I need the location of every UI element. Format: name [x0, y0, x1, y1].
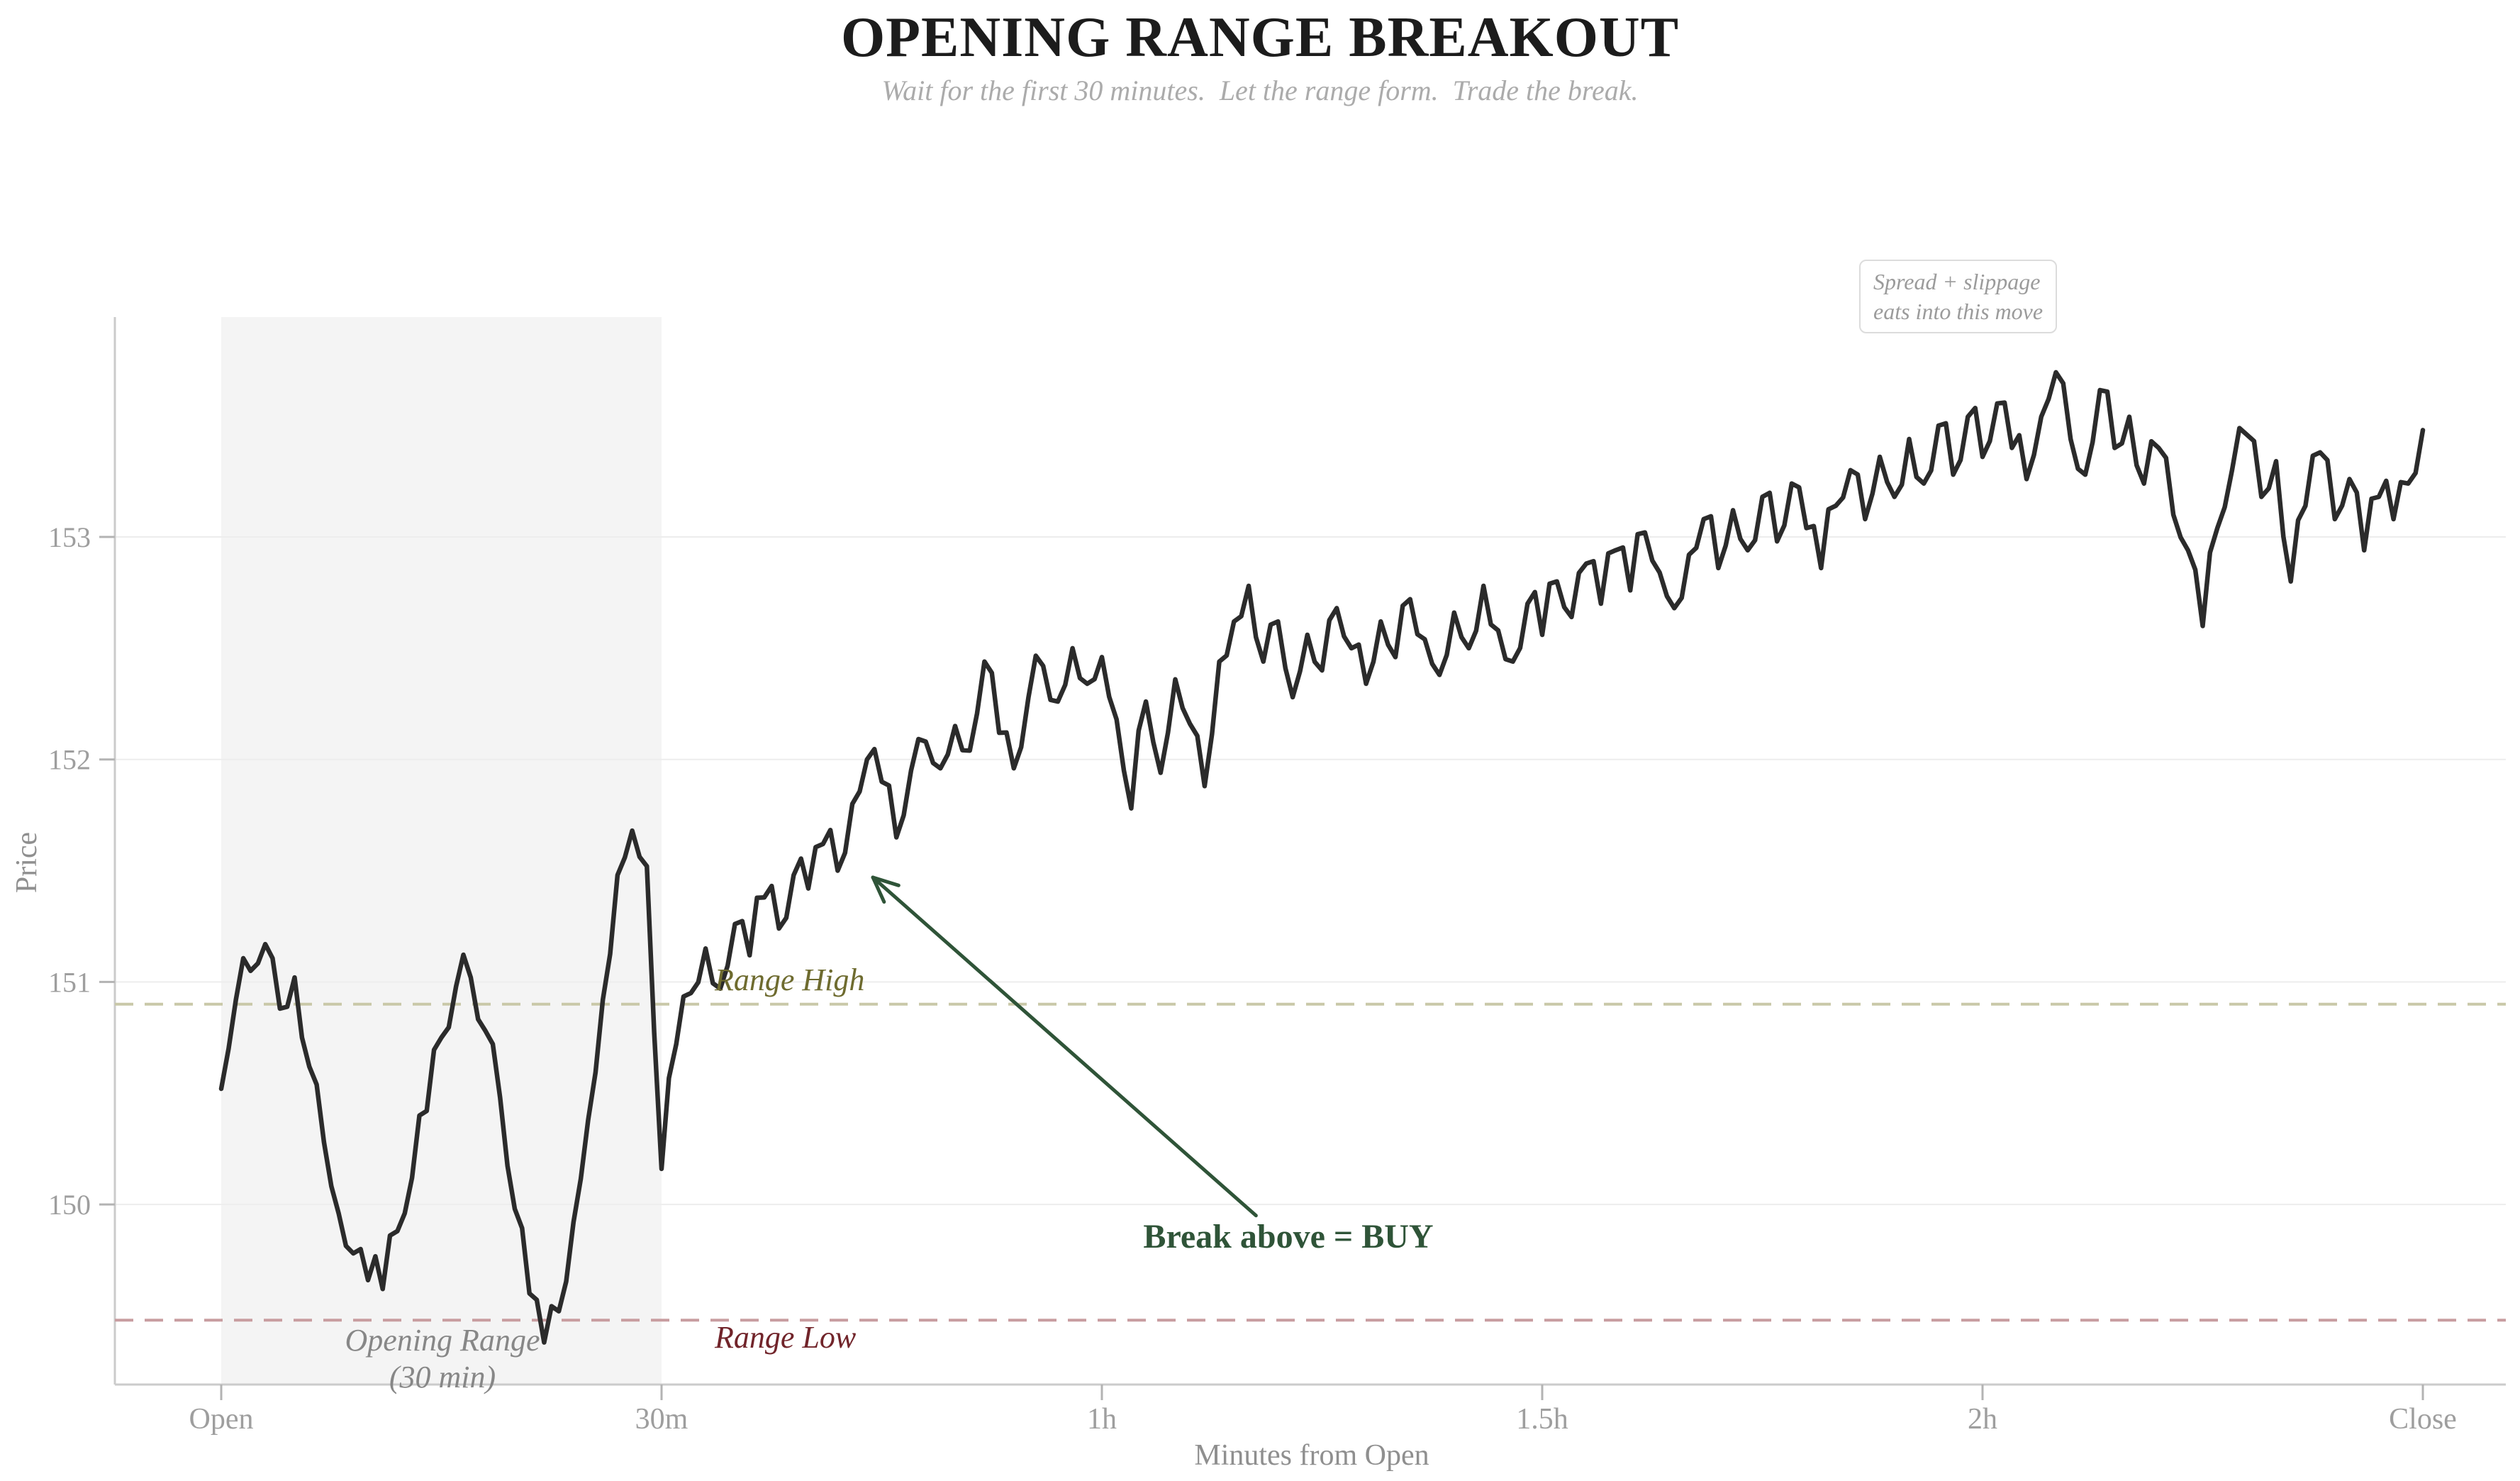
- x-tick-label: Close: [2389, 1403, 2457, 1436]
- y-tick-label: 150: [48, 1189, 91, 1221]
- slippage-note-line2: eats into this move: [1873, 299, 2044, 324]
- x-tick-label: 1.5h: [1516, 1403, 1568, 1436]
- breakout-buy-label: Break above = BUY: [1143, 1218, 1434, 1255]
- y-axis-title: Price: [11, 831, 43, 894]
- y-tick-label: 152: [48, 744, 91, 776]
- range-high-label: Range High: [715, 963, 865, 997]
- x-axis-title: Minutes from Open: [1194, 1439, 1429, 1472]
- range-low-label: Range Low: [715, 1320, 857, 1355]
- opening-range-label-line1: Opening Range: [345, 1323, 540, 1358]
- opening-range-label: Opening Range (30 min): [345, 1322, 540, 1396]
- x-tick-label: Open: [189, 1403, 254, 1436]
- buy-arrow-head: [871, 875, 901, 887]
- slippage-note-line1: Spread + slippage: [1873, 269, 2041, 294]
- y-tick-label: 153: [48, 521, 91, 553]
- opening-range-label-line2: (30 min): [389, 1360, 496, 1394]
- slippage-note-box: Spread + slippage eats into this move: [1859, 260, 2058, 333]
- page-subtitle: Wait for the first 30 minutes. Let the r…: [881, 74, 1639, 106]
- buy-arrow-head: [871, 875, 886, 904]
- y-tick-label: 151: [48, 966, 91, 998]
- price-line: [218, 370, 2426, 1345]
- page-title: OPENING RANGE BREAKOUT: [840, 6, 1680, 69]
- buy-arrow-shaft: [871, 875, 1258, 1218]
- x-tick-label: 1h: [1087, 1403, 1117, 1436]
- x-tick-label: 30m: [635, 1403, 688, 1436]
- opening-range-shading: [221, 317, 662, 1385]
- x-tick-label: 2h: [1968, 1403, 1997, 1436]
